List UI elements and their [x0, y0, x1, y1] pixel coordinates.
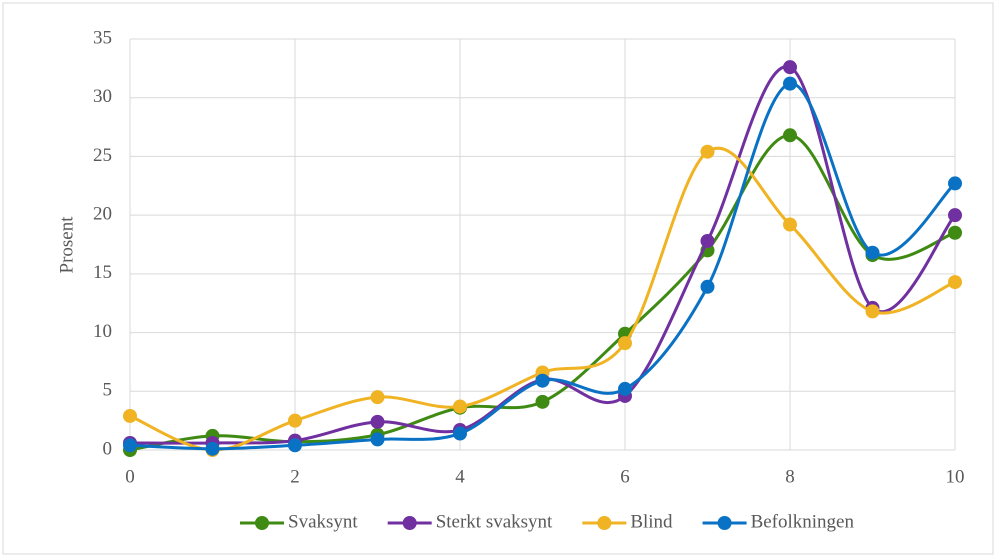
x-tick-label: 10 — [946, 466, 965, 487]
x-tick-label: 4 — [455, 466, 465, 487]
point — [948, 176, 962, 191]
point — [948, 275, 962, 290]
y-axis-label: Prosent — [56, 216, 77, 274]
y-tick-label: 15 — [93, 262, 112, 283]
point — [783, 128, 797, 143]
point — [865, 304, 880, 319]
point — [535, 394, 550, 409]
point — [948, 225, 962, 240]
x-tick-label: 0 — [125, 466, 135, 487]
series-line — [129, 146, 956, 452]
point — [783, 217, 797, 232]
y-tick-label: 0 — [103, 438, 113, 459]
point — [205, 441, 220, 456]
legend-label: Svaksynt — [288, 511, 358, 532]
point — [370, 414, 385, 429]
legend-marker — [717, 516, 732, 530]
point — [700, 233, 715, 248]
point — [288, 438, 302, 453]
point — [700, 144, 715, 159]
point — [865, 245, 880, 260]
y-tick-label: 25 — [93, 145, 112, 166]
y-tick-label: 10 — [93, 321, 112, 342]
legend-marker — [402, 516, 417, 530]
point — [370, 390, 385, 405]
point — [453, 426, 467, 441]
legend-label: Blind — [630, 511, 673, 532]
y-tick-label: 35 — [93, 27, 112, 48]
point — [700, 279, 715, 294]
point — [948, 208, 962, 223]
x-tick-label: 6 — [620, 466, 630, 487]
y-tick-label: 30 — [93, 86, 112, 107]
legend-label: Sterkt svaksynt — [436, 511, 553, 532]
y-tick-label: 5 — [103, 380, 113, 401]
x-tick-label: 8 — [785, 466, 795, 487]
legend-marker — [255, 516, 269, 530]
point — [618, 381, 632, 396]
y-tick-label: 20 — [93, 204, 112, 225]
point — [123, 438, 137, 453]
point — [535, 373, 550, 388]
point — [370, 432, 385, 447]
point — [288, 413, 302, 428]
legend-marker — [597, 516, 612, 530]
legend-label: Befolkningen — [751, 511, 855, 532]
point — [123, 408, 137, 423]
x-tick-label: 2 — [290, 466, 300, 487]
point — [783, 76, 797, 91]
point — [453, 399, 467, 414]
point — [783, 60, 797, 75]
point — [618, 336, 632, 351]
